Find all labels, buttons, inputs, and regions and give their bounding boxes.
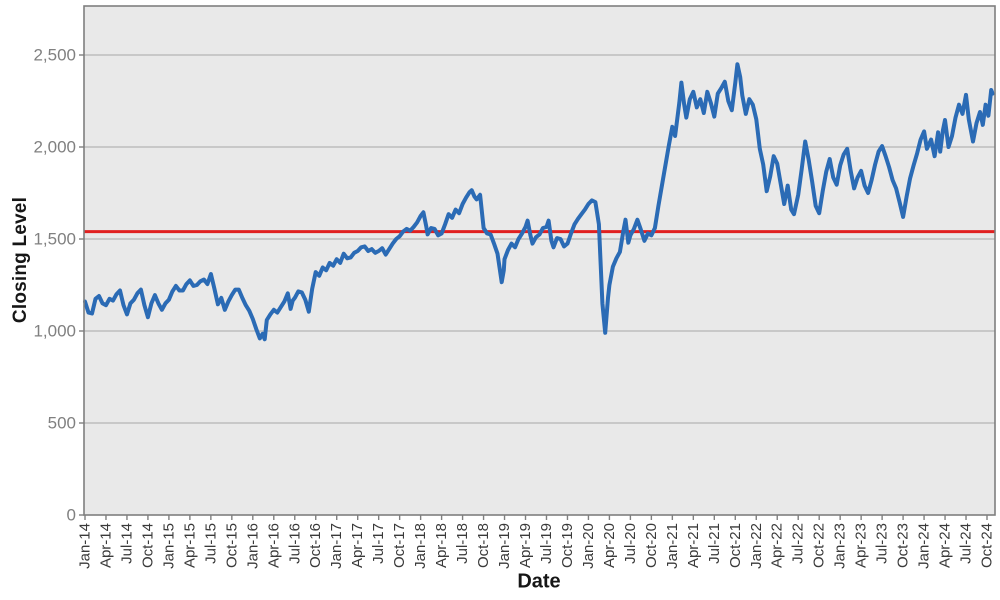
x-tick-label: Jul-16 bbox=[286, 523, 303, 564]
x-tick-label: Oct-18 bbox=[475, 523, 492, 568]
plot-border bbox=[83, 5, 996, 516]
x-tick-label: Oct-15 bbox=[223, 523, 240, 568]
x-tick-label: Apr-22 bbox=[769, 523, 786, 568]
gridlines bbox=[84, 54, 995, 424]
x-tick-label: Jan-15 bbox=[160, 523, 177, 569]
x-tick-label: Jul-21 bbox=[706, 523, 723, 564]
y-tick-label: 1,500 bbox=[33, 230, 76, 249]
y-tick-label: 2,500 bbox=[33, 46, 76, 65]
x-tick-label: Apr-19 bbox=[517, 523, 534, 568]
x-tick-label: Oct-14 bbox=[139, 523, 156, 568]
x-tick-label: Apr-14 bbox=[97, 523, 114, 568]
x-tick-label: Jan-19 bbox=[496, 523, 513, 569]
x-axis-title: Date bbox=[517, 570, 561, 593]
x-tick-label: Oct-22 bbox=[811, 523, 828, 568]
x-tick-label: Jan-24 bbox=[916, 523, 933, 569]
series-line bbox=[83, 62, 995, 342]
x-tick-label: Jan-17 bbox=[328, 523, 345, 569]
x-tick-label: Apr-20 bbox=[601, 523, 618, 568]
x-tick-label: Jul-14 bbox=[118, 523, 135, 564]
x-tick-label: Oct-20 bbox=[643, 523, 660, 568]
x-tick-label: Jan-21 bbox=[664, 523, 681, 569]
y-tick-label: 1,000 bbox=[33, 322, 76, 341]
x-tick-label: Jul-24 bbox=[958, 523, 975, 564]
x-tick-label: Oct-17 bbox=[391, 523, 408, 568]
x-tick-label: Oct-19 bbox=[559, 523, 576, 568]
x-tick-label: Apr-21 bbox=[685, 523, 702, 568]
x-tick-label: Apr-24 bbox=[937, 523, 954, 568]
x-tick-label: Jul-20 bbox=[622, 523, 639, 564]
y-tick-label: 500 bbox=[48, 414, 76, 433]
x-tick-label: Jan-23 bbox=[832, 523, 849, 569]
x-tick-label: Oct-24 bbox=[979, 523, 996, 568]
x-tick-label: Jan-22 bbox=[748, 523, 765, 569]
x-tick-label: Apr-15 bbox=[181, 523, 198, 568]
x-tick-label: Jul-18 bbox=[454, 523, 471, 564]
y-tick-label: 0 bbox=[67, 506, 76, 525]
x-tick-label: Jan-18 bbox=[412, 523, 429, 569]
x-tick-label: Jan-20 bbox=[580, 523, 597, 569]
x-tick-label: Oct-23 bbox=[895, 523, 912, 568]
y-axis: 0 500 1,000 1,500 2,000 2,500 bbox=[33, 46, 84, 525]
x-tick-label: Oct-16 bbox=[307, 523, 324, 568]
y-axis-title: Closing Level bbox=[10, 196, 31, 324]
x-tick-label: Jul-17 bbox=[370, 523, 387, 564]
x-tick-label: Apr-17 bbox=[349, 523, 366, 568]
x-tick-label: Jul-22 bbox=[790, 523, 807, 564]
x-tick-label: Jan-16 bbox=[244, 523, 261, 569]
x-tick-label: Jul-15 bbox=[202, 523, 219, 564]
x-tick-label: Apr-16 bbox=[265, 523, 282, 568]
x-tick-label: Apr-23 bbox=[853, 523, 870, 568]
x-tick-label: Oct-21 bbox=[727, 523, 744, 568]
x-tick-label: Jul-19 bbox=[538, 523, 555, 564]
x-tick-label: Apr-18 bbox=[433, 523, 450, 568]
plot-area bbox=[84, 6, 995, 515]
y-tick-label: 2,000 bbox=[33, 138, 76, 157]
x-tick-label: Jul-23 bbox=[874, 523, 891, 564]
x-tick-label: Jan-14 bbox=[77, 523, 94, 569]
x-axis: Jan-14 Apr-14 Jul-14 Oct-14 Jan-15 Apr-15 Jul-… bbox=[77, 515, 996, 569]
